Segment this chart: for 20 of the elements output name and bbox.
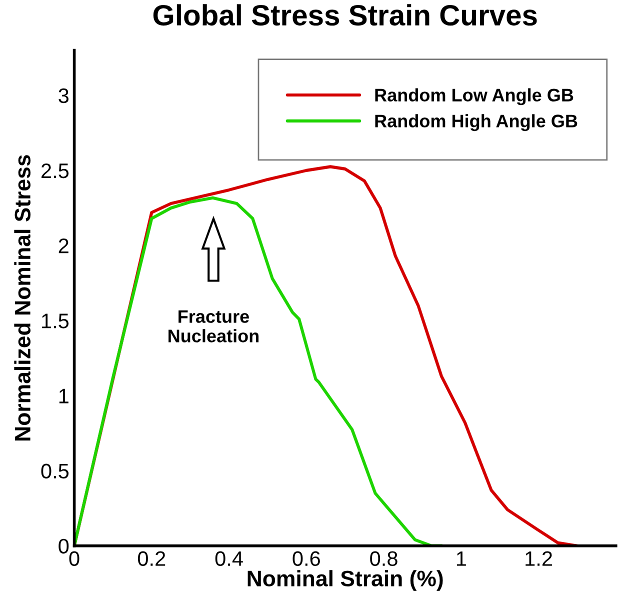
legend-label: Random High Angle GB <box>375 114 578 132</box>
y-tick-label: 2.5 <box>42 163 69 178</box>
legend-label: Random Low Angle GB <box>375 88 574 106</box>
x-tick-label: 1.2 <box>526 551 552 566</box>
x-tick-label: 0.4 <box>215 551 243 566</box>
y-tick-label: 1 <box>59 388 68 404</box>
y-tick-label: 0 <box>58 538 69 554</box>
y-axis-title: Normalized Nominal Stress <box>14 155 31 440</box>
y-tick-label: 0.5 <box>41 464 69 478</box>
x-tick-label: 1 <box>456 551 466 566</box>
x-tick-label: 0 <box>69 551 80 566</box>
x-axis-title: Nominal Strain (%) <box>248 570 443 591</box>
x-tick-label: 0.6 <box>292 551 320 566</box>
chart-title: Global Stress Strain Curves <box>153 4 537 26</box>
y-tick-label: 3 <box>58 88 69 104</box>
annotation: Fracture Nucleation <box>168 310 259 342</box>
y-tick-label: 1.5 <box>42 314 69 328</box>
x-tick-label: 0.2 <box>138 551 166 566</box>
y-tick-label: 2 <box>58 238 68 254</box>
x-tick-label: 0.8 <box>370 551 398 566</box>
